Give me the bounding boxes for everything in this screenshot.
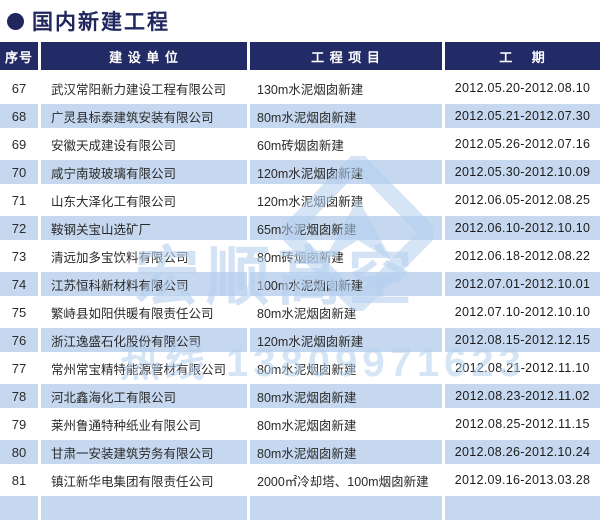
bullet-icon bbox=[7, 12, 24, 30]
cell-company: 武汉常阳新力建设工程有限公司 bbox=[41, 74, 247, 102]
header-period: 工 期 bbox=[445, 42, 600, 70]
table-row: 80 甘肃一安装建筑劳务有限公司 80m水泥烟囱新建 2012.08.26-20… bbox=[0, 438, 600, 466]
table-row: 74 江苏恒科新材料有限公司 100m水泥烟囱新建 2012.07.01-201… bbox=[0, 270, 600, 298]
cell-company: 咸宁南玻玻璃有限公司 bbox=[41, 158, 247, 186]
cell-project: 80m砖烟囱新建 bbox=[250, 242, 442, 270]
table-row: 78 河北鑫海化工有限公司 80m水泥烟囱新建 2012.08.23-2012.… bbox=[0, 382, 600, 410]
cell-serial: 77 bbox=[0, 354, 38, 382]
cell-company: 镇江新华电集团有限责任公司 bbox=[41, 466, 247, 494]
cell-company: 莱州鲁通特种纸业有限公司 bbox=[41, 410, 247, 438]
cell-project: 130m水泥烟囱新建 bbox=[250, 74, 442, 102]
cell-project: 2000㎡冷却塔、100m烟囱新建 bbox=[250, 466, 442, 494]
cell-company: 繁峙县如阳供暖有限责任公司 bbox=[41, 298, 247, 326]
partial-next-row bbox=[0, 494, 600, 522]
cell-period: 2012.08.25-2012.11.15 bbox=[445, 410, 600, 438]
table-row: 77 常州常宝精特能源管材有限公司 80m水泥烟囱新建 2012.08.21-2… bbox=[0, 354, 600, 382]
cell-serial: 75 bbox=[0, 298, 38, 326]
cell-serial: 69 bbox=[0, 130, 38, 158]
cell-period: 2012.06.18-2012.08.22 bbox=[445, 242, 600, 270]
cell-project: 80m水泥烟囱新建 bbox=[250, 298, 442, 326]
cell-project: 80m水泥烟囱新建 bbox=[250, 102, 442, 130]
cell-project: 80m水泥烟囱新建 bbox=[250, 438, 442, 466]
table-row: 67 武汉常阳新力建设工程有限公司 130m水泥烟囱新建 2012.05.20-… bbox=[0, 74, 600, 102]
cell-project: 120m水泥烟囱新建 bbox=[250, 158, 442, 186]
cell-serial: 80 bbox=[0, 438, 38, 466]
table-row: 72 鞍钢关宝山选矿厂 65m水泥烟囱新建 2012.06.10-2012.10… bbox=[0, 214, 600, 242]
cell-serial: 78 bbox=[0, 382, 38, 410]
cell-period: 2012.08.21-2012.11.10 bbox=[445, 354, 600, 382]
cell-serial: 67 bbox=[0, 74, 38, 102]
cell-period: 2012.06.10-2012.10.10 bbox=[445, 214, 600, 242]
cell-period: 2012.09.16-2013.03.28 bbox=[445, 466, 600, 494]
partial-cell bbox=[445, 494, 600, 522]
cell-period: 2012.06.05-2012.08.25 bbox=[445, 186, 600, 214]
cell-period: 2012.05.30-2012.10.09 bbox=[445, 158, 600, 186]
cell-company: 甘肃一安装建筑劳务有限公司 bbox=[41, 438, 247, 466]
table-body: 67 武汉常阳新力建设工程有限公司 130m水泥烟囱新建 2012.05.20-… bbox=[0, 74, 600, 494]
cell-serial: 68 bbox=[0, 102, 38, 130]
projects-table: 序号 建 设 单 位 工 程 项 目 工 期 67 武汉常阳新力建设工程有限公司… bbox=[0, 42, 600, 522]
cell-company: 山东大泽化工有限公司 bbox=[41, 186, 247, 214]
table-row: 81 镇江新华电集团有限责任公司 2000㎡冷却塔、100m烟囱新建 2012.… bbox=[0, 466, 600, 494]
cell-serial: 70 bbox=[0, 158, 38, 186]
table-header-row: 序号 建 设 单 位 工 程 项 目 工 期 bbox=[0, 42, 600, 70]
cell-project: 100m水泥烟囱新建 bbox=[250, 270, 442, 298]
cell-serial: 73 bbox=[0, 242, 38, 270]
cell-serial: 79 bbox=[0, 410, 38, 438]
header-project: 工 程 项 目 bbox=[250, 42, 442, 70]
cell-period: 2012.05.21-2012.07.30 bbox=[445, 102, 600, 130]
cell-company: 常州常宝精特能源管材有限公司 bbox=[41, 354, 247, 382]
table-row: 73 清远加多宝饮料有限公司 80m砖烟囱新建 2012.06.18-2012.… bbox=[0, 242, 600, 270]
cell-period: 2012.08.23-2012.11.02 bbox=[445, 382, 600, 410]
cell-serial: 71 bbox=[0, 186, 38, 214]
cell-period: 2012.05.20-2012.08.10 bbox=[445, 74, 600, 102]
cell-period: 2012.05.26-2012.07.16 bbox=[445, 130, 600, 158]
partial-cell bbox=[0, 494, 38, 522]
cell-project: 120m水泥烟囱新建 bbox=[250, 186, 442, 214]
cell-serial: 72 bbox=[0, 214, 38, 242]
cell-serial: 76 bbox=[0, 326, 38, 354]
table-row: 69 安徽天成建设有限公司 60m砖烟囱新建 2012.05.26-2012.0… bbox=[0, 130, 600, 158]
partial-cell bbox=[250, 494, 442, 522]
cell-project: 65m水泥烟囱新建 bbox=[250, 214, 442, 242]
cell-company: 广灵县标泰建筑安装有限公司 bbox=[41, 102, 247, 130]
cell-period: 2012.08.26-2012.10.24 bbox=[445, 438, 600, 466]
table-row: 76 浙江逸盛石化股份有限公司 120m水泥烟囱新建 2012.08.15-20… bbox=[0, 326, 600, 354]
table-row: 68 广灵县标泰建筑安装有限公司 80m水泥烟囱新建 2012.05.21-20… bbox=[0, 102, 600, 130]
cell-company: 清远加多宝饮料有限公司 bbox=[41, 242, 247, 270]
cell-serial: 81 bbox=[0, 466, 38, 494]
cell-period: 2012.07.10-2012.10.10 bbox=[445, 298, 600, 326]
table-row: 70 咸宁南玻玻璃有限公司 120m水泥烟囱新建 2012.05.30-2012… bbox=[0, 158, 600, 186]
cell-company: 鞍钢关宝山选矿厂 bbox=[41, 214, 247, 242]
cell-project: 80m水泥烟囱新建 bbox=[250, 354, 442, 382]
cell-project: 120m水泥烟囱新建 bbox=[250, 326, 442, 354]
partial-cell bbox=[41, 494, 247, 522]
table-row: 75 繁峙县如阳供暖有限责任公司 80m水泥烟囱新建 2012.07.10-20… bbox=[0, 298, 600, 326]
page-title: 国内新建工程 bbox=[7, 7, 170, 35]
cell-company: 河北鑫海化工有限公司 bbox=[41, 382, 247, 410]
cell-period: 2012.07.01-2012.10.01 bbox=[445, 270, 600, 298]
header-company: 建 设 单 位 bbox=[41, 42, 247, 70]
cell-company: 江苏恒科新材料有限公司 bbox=[41, 270, 247, 298]
cell-serial: 74 bbox=[0, 270, 38, 298]
table-row: 79 莱州鲁通特种纸业有限公司 80m水泥烟囱新建 2012.08.25-201… bbox=[0, 410, 600, 438]
cell-project: 80m水泥烟囱新建 bbox=[250, 410, 442, 438]
cell-company: 安徽天成建设有限公司 bbox=[41, 130, 247, 158]
cell-period: 2012.08.15-2012.12.15 bbox=[445, 326, 600, 354]
header-serial: 序号 bbox=[0, 42, 38, 70]
page-title-text: 国内新建工程 bbox=[32, 11, 170, 34]
cell-company: 浙江逸盛石化股份有限公司 bbox=[41, 326, 247, 354]
table-row: 71 山东大泽化工有限公司 120m水泥烟囱新建 2012.06.05-2012… bbox=[0, 186, 600, 214]
cell-project: 60m砖烟囱新建 bbox=[250, 130, 442, 158]
cell-project: 80m水泥烟囱新建 bbox=[250, 382, 442, 410]
